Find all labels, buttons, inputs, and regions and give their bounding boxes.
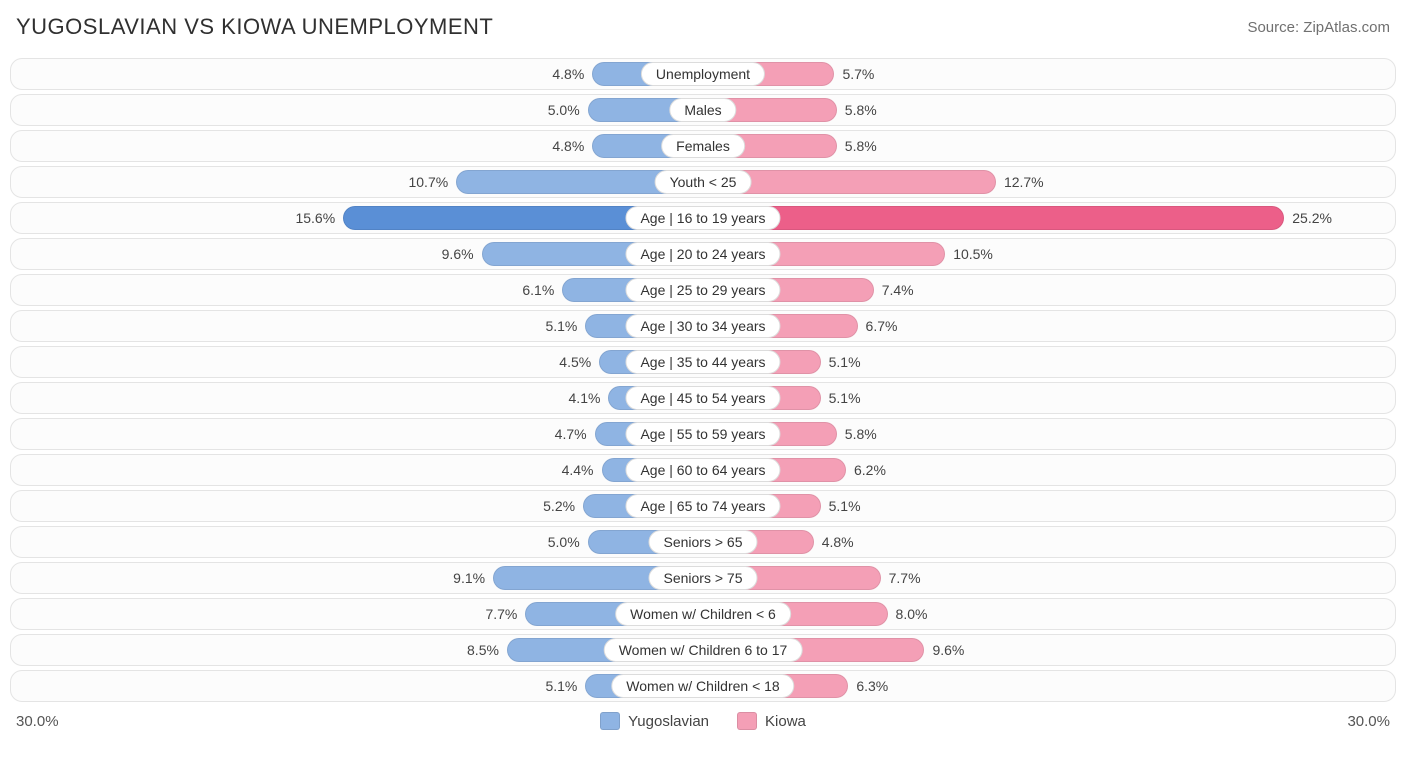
value-label-right: 6.7% <box>858 311 906 341</box>
value-label-right: 25.2% <box>1284 203 1340 233</box>
category-label: Age | 60 to 64 years <box>625 458 780 482</box>
value-label-right: 6.3% <box>848 671 896 701</box>
value-label-left: 5.1% <box>537 671 585 701</box>
chart-row: 9.1% 7.7% Seniors > 75 <box>10 562 1396 594</box>
chart-row: 5.0% 5.8% Males <box>10 94 1396 126</box>
chart-legend: Yugoslavian Kiowa <box>600 712 806 730</box>
value-label-left: 4.5% <box>551 347 599 377</box>
value-label-right: 10.5% <box>945 239 1001 269</box>
value-label-right: 7.4% <box>874 275 922 305</box>
category-label: Females <box>661 134 745 158</box>
value-label-left: 5.2% <box>535 491 583 521</box>
value-label-left: 6.1% <box>514 275 562 305</box>
chart-row: 5.1% 6.3% Women w/ Children < 18 <box>10 670 1396 702</box>
chart-row: 4.1% 5.1% Age | 45 to 54 years <box>10 382 1396 414</box>
chart-row: 4.5% 5.1% Age | 35 to 44 years <box>10 346 1396 378</box>
axis-legend-row: 30.0% Yugoslavian Kiowa 30.0% <box>10 712 1396 730</box>
value-label-left: 8.5% <box>459 635 507 665</box>
diverging-bar-chart: 4.8% 5.7% Unemployment 5.0% 5.8% Males 4.8% 5.8… <box>10 58 1396 702</box>
chart-row: 8.5% 9.6% Women w/ Children 6 to 17 <box>10 634 1396 666</box>
legend-swatch-left <box>600 712 620 730</box>
value-label-right: 4.8% <box>814 527 862 557</box>
chart-row: 7.7% 8.0% Women w/ Children < 6 <box>10 598 1396 630</box>
category-label: Women w/ Children < 6 <box>615 602 791 626</box>
category-label: Unemployment <box>641 62 765 86</box>
chart-row: 15.6% 25.2% Age | 16 to 19 years <box>10 202 1396 234</box>
chart-row: 4.8% 5.8% Females <box>10 130 1396 162</box>
value-label-right: 12.7% <box>996 167 1052 197</box>
value-label-left: 5.1% <box>537 311 585 341</box>
value-label-left: 7.7% <box>477 599 525 629</box>
value-label-right: 5.8% <box>837 131 885 161</box>
category-label: Youth < 25 <box>655 170 752 194</box>
chart-source: Source: ZipAtlas.com <box>1247 19 1390 36</box>
category-label: Age | 35 to 44 years <box>625 350 780 374</box>
value-label-left: 5.0% <box>540 95 588 125</box>
value-label-left: 4.1% <box>561 383 609 413</box>
axis-max-left: 30.0% <box>16 713 59 730</box>
category-label: Age | 20 to 24 years <box>625 242 780 266</box>
category-label: Age | 30 to 34 years <box>625 314 780 338</box>
category-label: Age | 45 to 54 years <box>625 386 780 410</box>
legend-label-right: Kiowa <box>765 713 806 730</box>
value-label-left: 4.7% <box>547 419 595 449</box>
axis-max-right: 30.0% <box>1347 713 1390 730</box>
value-label-right: 5.1% <box>821 491 869 521</box>
value-label-left: 9.6% <box>434 239 482 269</box>
chart-title: YUGOSLAVIAN VS KIOWA UNEMPLOYMENT <box>16 14 493 40</box>
legend-item-left: Yugoslavian <box>600 712 709 730</box>
chart-row: 4.4% 6.2% Age | 60 to 64 years <box>10 454 1396 486</box>
value-label-left: 4.4% <box>554 455 602 485</box>
chart-header: YUGOSLAVIAN VS KIOWA UNEMPLOYMENT Source… <box>10 10 1396 54</box>
value-label-left: 5.0% <box>540 527 588 557</box>
chart-row: 9.6% 10.5% Age | 20 to 24 years <box>10 238 1396 270</box>
legend-item-right: Kiowa <box>737 712 806 730</box>
chart-row: 4.8% 5.7% Unemployment <box>10 58 1396 90</box>
value-label-right: 6.2% <box>846 455 894 485</box>
value-label-right: 5.1% <box>821 383 869 413</box>
value-label-left: 10.7% <box>400 167 456 197</box>
category-label: Seniors > 75 <box>649 566 758 590</box>
chart-row: 5.1% 6.7% Age | 30 to 34 years <box>10 310 1396 342</box>
category-label: Seniors > 65 <box>649 530 758 554</box>
value-label-right: 9.6% <box>924 635 972 665</box>
category-label: Age | 65 to 74 years <box>625 494 780 518</box>
value-label-right: 5.1% <box>821 347 869 377</box>
category-label: Males <box>669 98 736 122</box>
chart-row: 6.1% 7.4% Age | 25 to 29 years <box>10 274 1396 306</box>
legend-label-left: Yugoslavian <box>628 713 709 730</box>
value-label-right: 7.7% <box>881 563 929 593</box>
value-label-left: 4.8% <box>544 59 592 89</box>
category-label: Women w/ Children 6 to 17 <box>604 638 803 662</box>
category-label: Age | 25 to 29 years <box>625 278 780 302</box>
chart-row: 5.2% 5.1% Age | 65 to 74 years <box>10 490 1396 522</box>
category-label: Age | 16 to 19 years <box>625 206 780 230</box>
value-label-right: 8.0% <box>888 599 936 629</box>
value-label-right: 5.8% <box>837 95 885 125</box>
value-label-left: 15.6% <box>287 203 343 233</box>
value-label-right: 5.8% <box>837 419 885 449</box>
chart-row: 10.7% 12.7% Youth < 25 <box>10 166 1396 198</box>
bar-right <box>703 206 1284 230</box>
value-label-left: 4.8% <box>544 131 592 161</box>
chart-row: 4.7% 5.8% Age | 55 to 59 years <box>10 418 1396 450</box>
chart-row: 5.0% 4.8% Seniors > 65 <box>10 526 1396 558</box>
value-label-right: 5.7% <box>834 59 882 89</box>
category-label: Women w/ Children < 18 <box>611 674 794 698</box>
category-label: Age | 55 to 59 years <box>625 422 780 446</box>
value-label-left: 9.1% <box>445 563 493 593</box>
legend-swatch-right <box>737 712 757 730</box>
